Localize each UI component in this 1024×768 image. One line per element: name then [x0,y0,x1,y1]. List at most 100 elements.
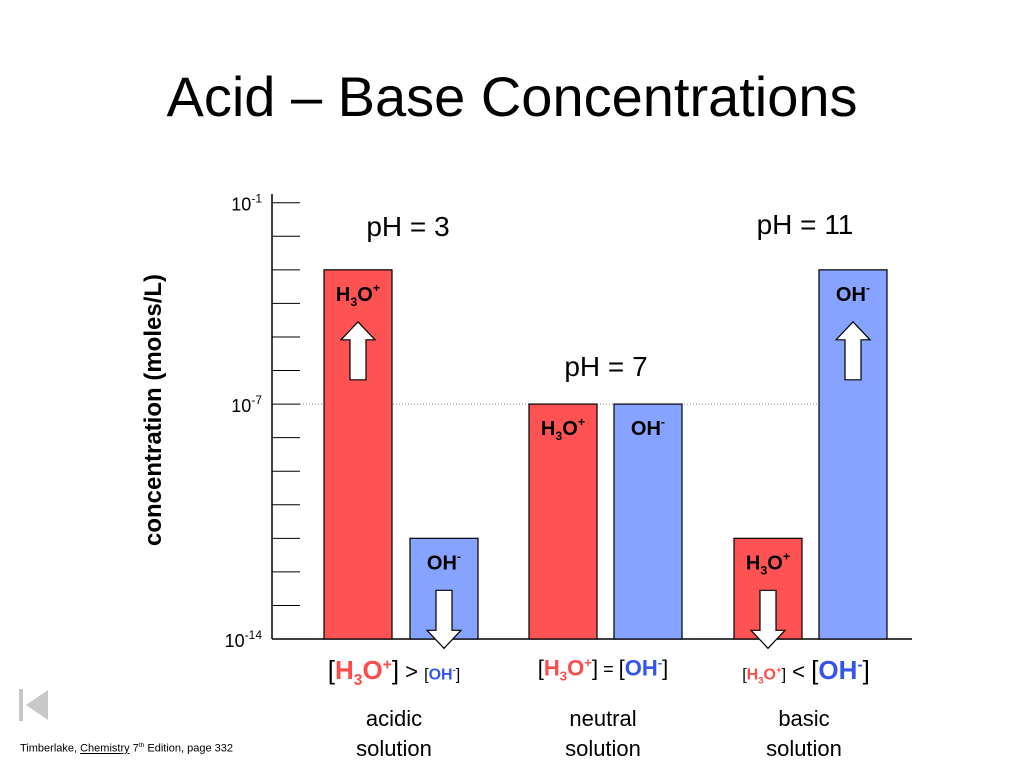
solution-word: acidic [365,706,423,731]
bar-oh [613,403,683,640]
first-slide-icon[interactable] [18,688,50,722]
ion-superscript: + [584,655,592,670]
solution-label-basic: basic solution [724,704,884,764]
ion-superscript: + [783,549,790,563]
y-tick-label-base: 10 [231,396,251,416]
first-slide-icon-graphic [19,689,48,721]
citation-rest: Edition, page 332 [144,742,233,755]
comparison-oh: [OH-] [619,655,669,681]
ion-superscript: + [578,415,585,429]
comparison-h3o: [H3O+] [328,655,399,690]
citation-footnote: Timberlake, Chemistry 7th Edition, page … [20,742,233,755]
ph-label: pH = 7 [564,351,647,382]
citation-author: Timberlake, [20,742,81,755]
ion-symbol: OH [631,418,661,440]
solution-label-neutral: neutral solution [523,704,683,764]
ion-subscript: 3 [758,675,764,687]
ion-symbol: H [335,655,354,685]
ion-subscript: 3 [559,668,568,684]
ion-subscript: 3 [353,672,363,690]
ion-symbol-tail: O [362,655,383,685]
ion-superscript: - [452,664,456,676]
ion-symbol: OH [624,655,658,681]
ion-symbol: H [541,418,555,440]
bracket-open: [ [811,655,819,685]
bracket-open: [ [327,655,335,685]
comparison-oh: [OH-] [424,665,460,684]
ph-label: pH = 3 [366,211,449,242]
ion-symbol: H [336,284,350,306]
ion-superscript: + [382,656,392,674]
ph-label: pH = 11 [757,209,854,240]
bracket-close: ] [455,666,461,683]
comparison-h3o: [H3O+] [538,655,598,684]
bracket-close: ] [591,655,599,681]
ion-superscript: - [457,549,461,563]
ion-symbol-tail: O [767,552,783,574]
comparison-oh: [OH-] [811,655,870,686]
ion-symbol: OH [427,552,457,574]
comparison-h3o: [H3O+] [742,665,786,687]
solution-word: solution [766,736,842,761]
ion-label: H3O+ [336,281,380,309]
ion-label: OH- [631,415,665,440]
y-tick-label-exponent: -7 [251,393,262,407]
ion-superscript: + [373,281,380,295]
up-arrow-icon [339,320,377,381]
bracket-close: ] [862,655,870,685]
y-tick-label: 10-7 [231,393,262,416]
y-axis-title: concentration (moles/L) [140,273,167,547]
ion-label: H3O+ [746,549,790,577]
solution-word: neutral [569,706,637,731]
comparison-operator: = [598,659,619,680]
ion-subscript: 3 [555,429,562,443]
comparison-operator: > [399,659,425,684]
ion-symbol-tail: O [567,655,585,681]
ion-superscript: - [857,656,863,674]
up-arrow-icon [834,320,872,381]
bracket-close: ] [781,666,787,683]
ion-symbol-tail: O [357,284,373,306]
ion-superscript: - [661,415,665,429]
ion-subscript: 3 [760,563,767,577]
page-title: Acid – Base Concentrations [166,65,858,128]
bracket-close: ] [662,655,669,681]
citation-book: Chemistry [80,742,130,755]
solution-word: basic [778,706,830,731]
citation-edition: 7 [129,742,139,755]
down-arrow-icon [425,589,463,650]
ion-symbol: H [543,655,560,681]
ion-symbol: OH [836,284,866,306]
ion-symbol-tail: O [562,418,578,440]
comparison-acidic: [H3O+] > [OH-] [296,655,492,691]
down-arrow-icon [749,589,787,650]
ion-symbol: H [746,552,760,574]
solution-label-acidic: acidic solution [314,704,474,764]
ion-label: H3O+ [541,415,585,443]
ion-superscript: + [776,664,782,676]
ion-symbol: H [746,666,759,683]
bracket-close: ] [391,655,400,685]
y-tick-label: 10-14 [225,628,263,651]
ion-label: OH- [427,549,461,574]
comparison-basic: [H3O+] < [OH-] [708,655,904,691]
comparison-operator: < [786,659,812,684]
y-tick-label-exponent: -1 [251,192,262,206]
comparison-neutral: [H3O+] = [OH-] [502,655,704,691]
y-tick-label: 10-1 [231,192,262,215]
bracket-open: [ [618,655,625,681]
citation-edition-suffix: th [138,742,145,749]
ion-symbol: OH [428,666,453,683]
y-tick-label-base: 10 [225,631,245,651]
solution-word: solution [356,736,432,761]
ion-symbol: OH [818,655,858,685]
bar-h3o [528,403,598,640]
y-tick-label-base: 10 [231,195,251,215]
solution-word: solution [565,736,641,761]
ion-superscript: - [866,281,870,295]
ion-label: OH- [836,281,870,306]
bracket-open: [ [537,655,544,681]
bracket-open: [ [742,666,747,683]
ion-symbol-tail: O [763,666,776,683]
